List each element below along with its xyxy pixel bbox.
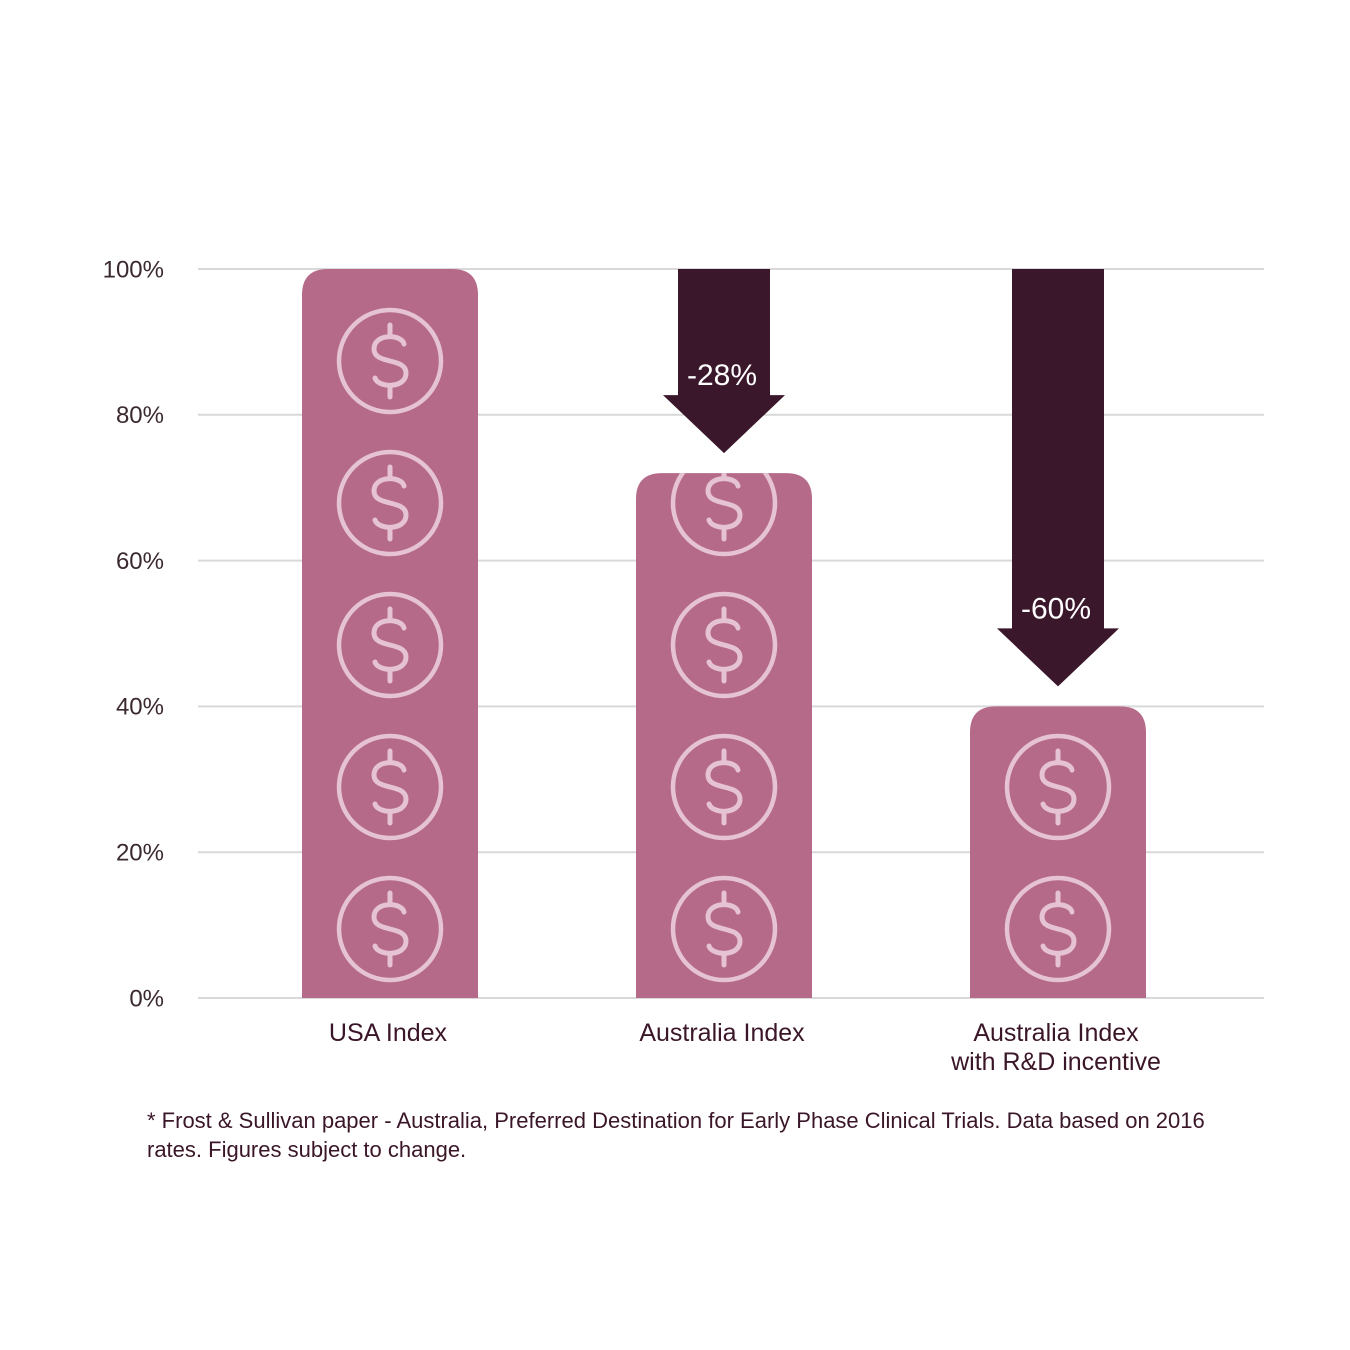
dollar-coin-icon <box>670 875 778 983</box>
arrow-label: -60% <box>1021 592 1091 625</box>
dollar-coin-icon <box>336 591 444 699</box>
x-category-label: USA Index <box>329 1019 448 1047</box>
dollar-coin-icon <box>336 875 444 983</box>
down-arrow-icon <box>663 269 785 454</box>
dollar-coin-icon <box>670 473 778 557</box>
bar-icons <box>1004 733 1112 983</box>
dollar-coin-icon <box>336 307 444 415</box>
down-arrow-icon <box>997 269 1119 687</box>
y-tick-label: 80% <box>116 402 164 429</box>
y-tick-label: 20% <box>116 840 164 867</box>
bar-1 <box>302 269 478 998</box>
x-category-label: Australia Index <box>639 1019 805 1047</box>
y-tick-label: 0% <box>129 985 164 1012</box>
arrow-label: -28% <box>687 359 757 392</box>
footnote: * Frost & Sullivan paper - Australia, Pr… <box>147 1108 1205 1162</box>
dollar-coin-icon <box>1004 875 1112 983</box>
bar-3 <box>970 706 1146 998</box>
dollar-coin-icon <box>670 733 778 841</box>
x-category-label: Australia Index with R&D incentive <box>950 1019 1161 1076</box>
bar-icons <box>670 473 778 983</box>
y-tick-label: 60% <box>116 548 164 575</box>
dollar-coin-icon <box>336 733 444 841</box>
y-tick-label: 100% <box>103 256 164 283</box>
bar-icons <box>336 307 444 983</box>
dollar-coin-icon <box>1004 733 1112 841</box>
dollar-coin-icon <box>670 591 778 699</box>
y-tick-label: 40% <box>116 694 164 721</box>
dollar-coin-icon <box>336 449 444 557</box>
